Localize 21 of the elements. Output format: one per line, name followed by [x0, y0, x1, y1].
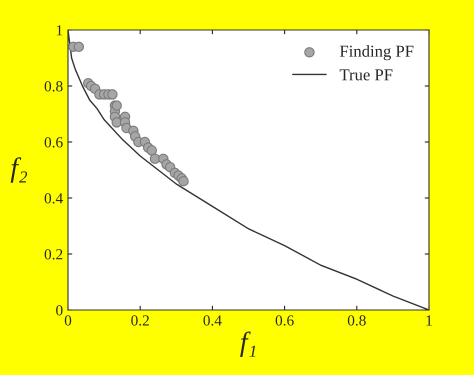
point: [178, 176, 189, 186]
y-tick-label: 0.6: [44, 137, 63, 148]
point: [107, 89, 118, 100]
x-tick-label: 0.2: [131, 315, 149, 326]
point: [146, 145, 157, 156]
y-tick-label: 0.8: [44, 81, 63, 92]
x-axis-title: f₁: [240, 331, 256, 357]
legend-label: Finding PF: [340, 45, 414, 60]
y-axis-title: f₂: [10, 157, 28, 183]
x-tick-label: 0.6: [276, 315, 294, 326]
point: [74, 42, 84, 52]
y-tick-label: 0.4: [44, 193, 63, 204]
y-tick-label: 0: [56, 305, 63, 316]
x-tick-label: 0: [64, 315, 72, 326]
x-tick-label: 0.8: [348, 315, 366, 326]
x-tick-label: 1: [426, 315, 432, 326]
y-tick-label: 1: [56, 25, 62, 36]
point: [150, 154, 160, 164]
legend-label: True PF: [340, 69, 392, 80]
x-tick-label: 0.4: [203, 315, 222, 326]
y-tick-label: 0.2: [44, 249, 62, 260]
